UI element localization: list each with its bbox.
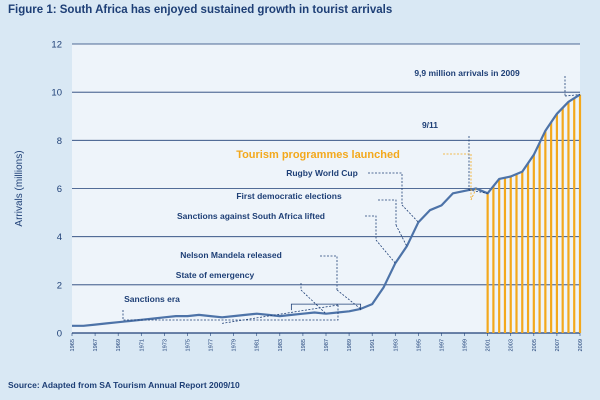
annotation-leader bbox=[122, 305, 339, 321]
x-tick-label: 1967 bbox=[93, 339, 99, 351]
annotation-label: Rugby World Cup bbox=[286, 168, 358, 178]
annotation-pointer bbox=[336, 289, 361, 310]
annotation-leader bbox=[443, 153, 472, 200]
annotation-pointer bbox=[300, 289, 327, 315]
x-tick-label: 1971 bbox=[139, 339, 145, 351]
x-tick-label: 1973 bbox=[162, 339, 168, 351]
x-tick-label: 1987 bbox=[324, 339, 330, 351]
y-tick-label: 2 bbox=[57, 280, 62, 291]
x-tick-label: 1995 bbox=[416, 339, 422, 351]
annotation-pointer bbox=[564, 94, 581, 97]
annotation-pointer bbox=[395, 224, 408, 247]
annotation-pointer bbox=[468, 189, 488, 194]
annotation-leader bbox=[365, 215, 377, 240]
x-tick-label: 1977 bbox=[209, 339, 215, 351]
x-tick-label: 1969 bbox=[116, 339, 122, 351]
figure-title: Figure 1: South Africa has enjoyed susta… bbox=[8, 4, 393, 16]
arrivals-line bbox=[72, 93, 581, 327]
x-tick-label: 1985 bbox=[301, 339, 307, 351]
annotation-pointer bbox=[375, 239, 396, 264]
y-tick-label: 0 bbox=[57, 329, 62, 340]
annotation-label: Tourism programmes launched bbox=[236, 149, 400, 161]
x-tick-label: 2009 bbox=[578, 339, 584, 351]
y-tick-label: 12 bbox=[51, 40, 62, 51]
x-tick-label: 1981 bbox=[255, 339, 261, 351]
annotation-label: Sanctions against South Africa lifted bbox=[177, 211, 325, 221]
annotation-leader bbox=[378, 199, 397, 225]
y-tick-label: 10 bbox=[51, 88, 62, 99]
x-tick-label: 1975 bbox=[185, 339, 191, 351]
x-tick-label: 1999 bbox=[463, 339, 469, 351]
annotation-label: 9,9 million arrivals in 2009 bbox=[414, 68, 520, 78]
annotation-label: Sanctions era bbox=[124, 294, 180, 304]
x-tick-label: 1997 bbox=[439, 339, 445, 351]
annotation-leader bbox=[368, 172, 403, 205]
x-tick-label: 2007 bbox=[555, 339, 561, 351]
x-tick-label: 1989 bbox=[347, 339, 353, 351]
annotation-leader bbox=[320, 255, 338, 290]
x-tick-label: 1983 bbox=[278, 339, 284, 351]
y-axis-label: Arrivals (millions) bbox=[14, 150, 25, 226]
x-tick-label: 2005 bbox=[532, 339, 538, 351]
y-tick-label: 4 bbox=[57, 232, 62, 243]
x-tick-label: 1991 bbox=[370, 339, 376, 351]
annotation-label: State of emergency bbox=[176, 270, 255, 280]
annotation-label: Nelson Mandela released bbox=[180, 250, 282, 260]
annotation-pointer bbox=[401, 204, 419, 223]
x-tick-label: 1993 bbox=[393, 339, 399, 351]
annotation-label: 9/11 bbox=[422, 120, 438, 130]
source-note: Source: Adapted from SA Tourism Annual R… bbox=[8, 380, 240, 390]
x-tick-label: 2003 bbox=[509, 339, 515, 351]
x-tick-label: 1979 bbox=[232, 339, 238, 351]
state-of-emergency-bracket bbox=[290, 303, 362, 311]
annotation-label: First democratic elections bbox=[236, 191, 342, 201]
y-tick-label: 6 bbox=[57, 184, 62, 195]
x-tick-label: 2001 bbox=[486, 339, 492, 351]
x-tick-label: 1965 bbox=[70, 339, 76, 351]
y-tick-label: 8 bbox=[57, 136, 62, 147]
